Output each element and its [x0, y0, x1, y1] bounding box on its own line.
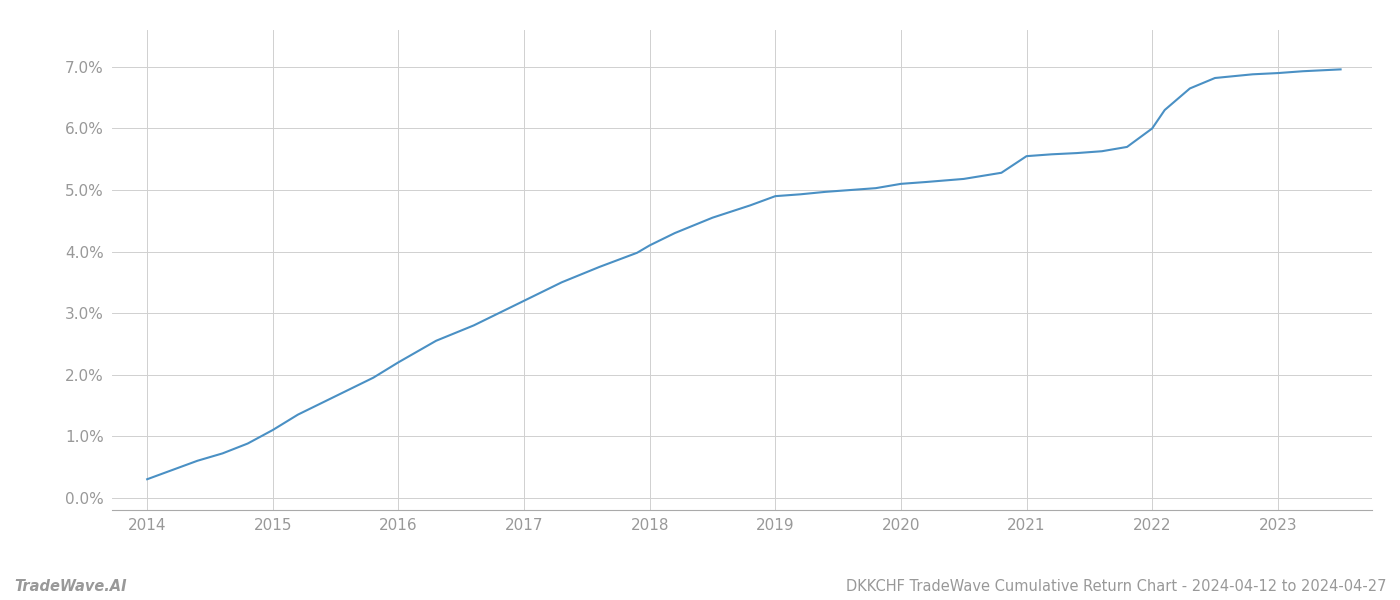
Text: DKKCHF TradeWave Cumulative Return Chart - 2024-04-12 to 2024-04-27: DKKCHF TradeWave Cumulative Return Chart…: [846, 579, 1386, 594]
Text: TradeWave.AI: TradeWave.AI: [14, 579, 126, 594]
